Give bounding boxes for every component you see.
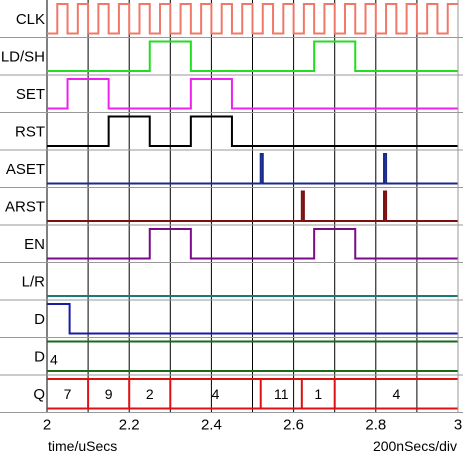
signal-label-arst-5: ARST [5,198,45,215]
bus-value-q-10-5: 1 [314,386,322,402]
bus-value-q-10-3: 4 [212,386,220,402]
x-tick-label-1: 2.2 [119,417,140,434]
signal-label-clk-0: CLK [16,11,45,28]
signal-label-aset-4: ASET [6,161,45,178]
signal-label-ld-sh-1: LD/SH [1,48,45,65]
waveform-d-8 [47,303,458,335]
signal-label-en-6: EN [24,236,45,253]
waveform-en-6 [47,228,458,260]
bus-value-q-10-2: 2 [146,386,154,402]
waveform-set-2 [47,78,458,110]
time-axis-unit-label: time/uSecs [48,438,118,454]
bus-value-q-10-6: 4 [392,386,400,402]
signal-label-q-10: Q [33,386,45,403]
x-tick-label-0: 2 [43,417,51,434]
x-tick-label-2: 2.4 [201,417,222,434]
signal-label-d-9: D [34,348,45,365]
time-scale-label: 200nSecs/div [372,438,457,454]
signal-label-set-2: SET [16,86,45,103]
signal-label-d-8: D [34,311,45,328]
waveform-aset-4 [47,153,458,185]
x-tick-label-4: 2.8 [365,417,386,434]
waveform-rst-3 [47,115,458,147]
x-tick-label-5: 3 [454,417,462,434]
bus-value-q-10-4: 11 [274,386,289,402]
bus-value-q-10-1: 9 [105,386,113,402]
waveform-arst-5 [47,190,458,222]
bus-value-d-9-0: 4 [50,351,58,367]
x-tick-label-3: 2.6 [283,417,304,434]
waveform-clk-0 [47,3,458,35]
waveform-ld-sh-1 [47,40,458,72]
signal-label-rst-3: RST [15,123,45,140]
signal-label-l-r-7: L/R [22,273,46,290]
bus-value-q-10-0: 7 [64,386,72,402]
